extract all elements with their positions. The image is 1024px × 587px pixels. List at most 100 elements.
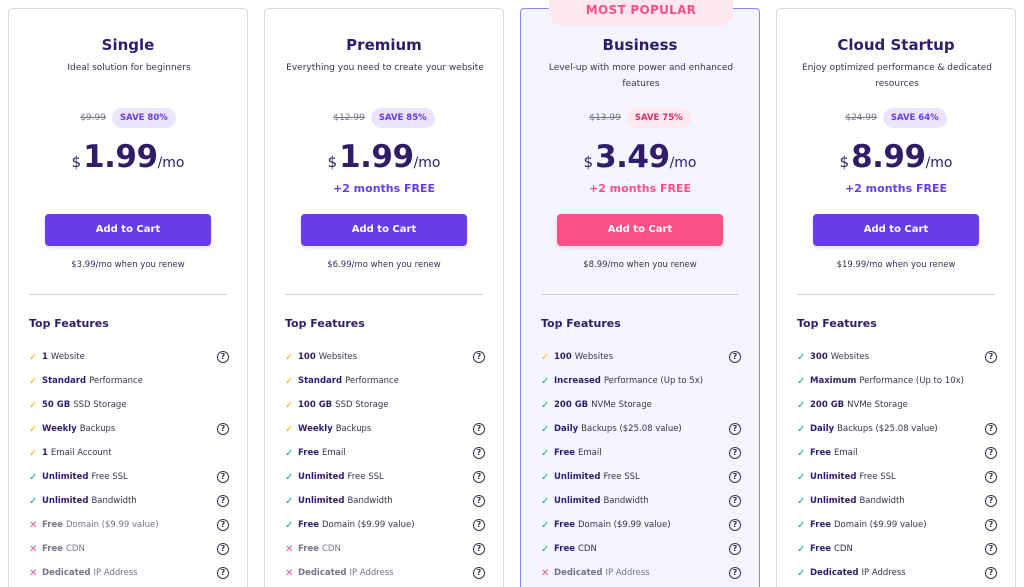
add-to-cart-button[interactable]: Add to Cart (813, 214, 979, 246)
help-circle-icon[interactable]: ? (473, 519, 485, 531)
feature-label: CDN (65, 544, 85, 554)
features-title: Top Features (797, 317, 877, 330)
help-circle-icon[interactable]: ? (985, 471, 997, 483)
feature-label: IP Address (349, 568, 394, 578)
price: $ 1.99 /mo (265, 139, 503, 175)
help-circle-icon[interactable]: ? (985, 351, 997, 363)
help-circle-icon[interactable]: ? (473, 495, 485, 507)
feature-highlight: Free (42, 520, 63, 530)
feature-highlight: Dedicated (554, 568, 603, 578)
check-icon: ✓ (797, 519, 806, 531)
feature-highlight: Free (554, 544, 575, 554)
help-circle-icon[interactable]: ? (473, 471, 485, 483)
help-circle-icon[interactable]: ? (985, 495, 997, 507)
feature-item: ✓ Maximum Performance (Up to 10x) (797, 369, 997, 393)
check-icon: ✓ (285, 351, 294, 363)
price-row: $9.99 SAVE 80% (9, 108, 247, 128)
add-to-cart-button[interactable]: Add to Cart (557, 214, 723, 246)
help-circle-icon[interactable]: ? (729, 351, 741, 363)
plan-description: Level-up with more power and enhanced fe… (548, 63, 734, 89)
check-icon: ✓ (285, 519, 294, 531)
help-circle-icon[interactable]: ? (473, 351, 485, 363)
price-amount: 3.49 (595, 139, 670, 175)
feature-label: Domain ($9.99 value) (833, 520, 927, 530)
feature-item: ✓ Free Email? (285, 441, 485, 465)
help-circle-icon[interactable]: ? (217, 519, 229, 531)
feature-highlight: 100 (298, 352, 316, 362)
check-icon: ✓ (797, 567, 806, 579)
feature-highlight: Daily (810, 424, 835, 434)
feature-item: ✓ Dedicated IP Address? (797, 561, 997, 585)
save-badge: SAVE 64% (882, 108, 947, 128)
feature-item: ✓ 300 Websites? (797, 345, 997, 369)
feature-highlight: Maximum (810, 376, 857, 386)
feature-label: Email (321, 448, 346, 458)
help-circle-icon[interactable]: ? (985, 567, 997, 579)
help-circle-icon[interactable]: ? (217, 567, 229, 579)
add-to-cart-button[interactable]: Add to Cart (45, 214, 211, 246)
feature-item: ✓ Free Email? (541, 441, 741, 465)
help-circle-icon[interactable]: ? (729, 423, 741, 435)
feature-list: ✓ 300 Websites? ✓ Maximum Performance (Up to … (797, 345, 997, 585)
help-circle-icon[interactable]: ? (217, 471, 229, 483)
help-circle-icon[interactable]: ? (729, 543, 741, 555)
help-circle-icon[interactable]: ? (729, 567, 741, 579)
plan-name: Premium (346, 36, 422, 54)
feature-item: ✓ Unlimited Bandwidth? (541, 489, 741, 513)
price-row: $13.99 SAVE 75% (521, 108, 759, 128)
divider (541, 294, 739, 295)
features-title: Top Features (541, 317, 621, 330)
help-circle-icon[interactable]: ? (473, 423, 485, 435)
help-circle-icon[interactable]: ? (985, 447, 997, 459)
help-circle-icon[interactable]: ? (217, 351, 229, 363)
feature-label: CDN (577, 544, 597, 554)
help-circle-icon[interactable]: ? (729, 495, 741, 507)
price-period: /mo (925, 155, 953, 171)
feature-label: CDN (833, 544, 853, 554)
feature-highlight: Unlimited (810, 496, 857, 506)
help-circle-icon[interactable]: ? (985, 423, 997, 435)
feature-highlight: Dedicated (298, 568, 347, 578)
feature-highlight: 200 GB (554, 400, 589, 410)
check-icon: ✓ (541, 495, 550, 507)
plan-name: Single (101, 36, 155, 54)
feature-item: ✕ Free Domain ($9.99 value)? (29, 513, 229, 537)
price-amount: 1.99 (83, 139, 158, 175)
check-icon: ✓ (797, 423, 806, 435)
help-circle-icon[interactable]: ? (473, 567, 485, 579)
add-to-cart-button[interactable]: Add to Cart (301, 214, 467, 246)
help-circle-icon[interactable]: ? (729, 519, 741, 531)
check-icon: ✓ (285, 471, 294, 483)
feature-item: ✓ Free Domain ($9.99 value)? (285, 513, 485, 537)
old-price: $24.99 (845, 113, 877, 123)
check-icon: ✓ (285, 495, 294, 507)
plan-description: Ideal solution for beginners (67, 63, 191, 73)
help-circle-icon[interactable]: ? (985, 543, 997, 555)
price: $ 1.99 /mo (9, 139, 247, 175)
feature-highlight: 100 GB (298, 400, 333, 410)
divider (285, 294, 483, 295)
help-circle-icon[interactable]: ? (217, 423, 229, 435)
feature-label: Performance (Up to 10x) (859, 376, 964, 386)
divider (29, 294, 227, 295)
feature-label: Websites (574, 352, 614, 362)
help-circle-icon[interactable]: ? (473, 447, 485, 459)
feature-highlight: Unlimited (42, 496, 89, 506)
help-circle-icon[interactable]: ? (729, 447, 741, 459)
feature-highlight: Unlimited (810, 472, 857, 482)
help-circle-icon[interactable]: ? (473, 543, 485, 555)
help-circle-icon[interactable]: ? (217, 543, 229, 555)
feature-label: Backups ($25.08 value) (837, 424, 938, 434)
feature-item: ✓ 1 Website? (29, 345, 229, 369)
feature-label: Email (833, 448, 858, 458)
feature-highlight: Free (810, 520, 831, 530)
feature-label: Domain ($9.99 value) (577, 520, 671, 530)
feature-item: ✓ Weekly Backups? (285, 417, 485, 441)
plan-card-cloud-startup: Cloud Startup Enjoy optimized performanc… (776, 8, 1016, 587)
help-circle-icon[interactable]: ? (217, 495, 229, 507)
feature-item: ✓ 200 GB NVMe Storage (797, 393, 997, 417)
feature-highlight: Free (298, 448, 319, 458)
help-circle-icon[interactable]: ? (729, 471, 741, 483)
cross-icon: ✕ (29, 567, 38, 579)
help-circle-icon[interactable]: ? (985, 519, 997, 531)
